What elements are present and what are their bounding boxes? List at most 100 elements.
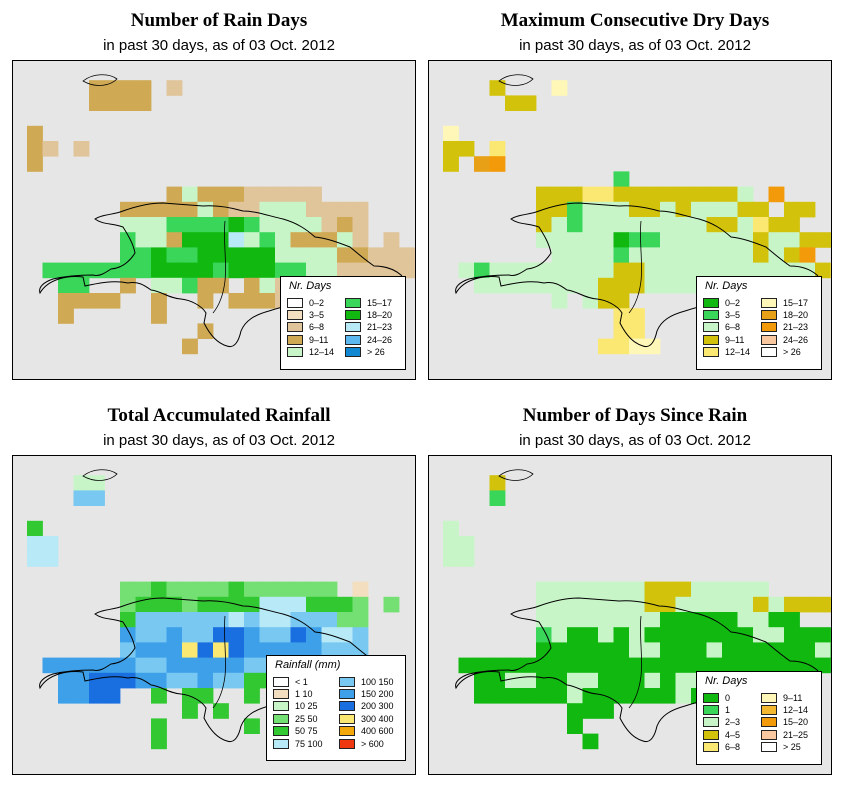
- grid-cell: [321, 247, 338, 263]
- grid-cell: [151, 596, 167, 613]
- grid-cell: [706, 657, 723, 674]
- grid-cell: [27, 536, 43, 552]
- panel-title: Maximum Consecutive Dry Days: [500, 10, 770, 31]
- legend-item: 24–26: [761, 334, 808, 345]
- grid-cell: [120, 642, 136, 658]
- grid-cell: [629, 247, 645, 263]
- grid-cell: [443, 156, 459, 172]
- grid-cell: [151, 232, 167, 248]
- grid-cell: [197, 277, 214, 294]
- legend-label: 10 25: [295, 701, 318, 712]
- grid-cell: [536, 612, 552, 628]
- grid-cell: [613, 186, 630, 203]
- grid-cell: [151, 293, 167, 309]
- grid-cell: [753, 642, 769, 658]
- grid-cell: [443, 551, 459, 567]
- grid-cell: [27, 156, 43, 172]
- grid-cell: [784, 201, 800, 218]
- grid-cell: [244, 262, 260, 279]
- grid-cell: [784, 247, 800, 263]
- grid-cell: [213, 627, 229, 643]
- grid-cell: [259, 186, 276, 203]
- grid-cell: [784, 642, 800, 658]
- grid-cell: [489, 277, 506, 294]
- border-line: [628, 615, 642, 709]
- legend-label: 75 100: [295, 738, 323, 749]
- grid-cell: [675, 612, 692, 628]
- legend-label: > 26: [783, 347, 801, 358]
- grid-cell: [337, 612, 353, 628]
- grid-cell: [135, 232, 152, 248]
- grid-cell: [722, 657, 738, 674]
- grid-cell: [352, 581, 369, 598]
- grid-cell: [675, 186, 692, 203]
- grid-cell: [228, 672, 245, 689]
- legend: Nr. Days 0 1 2–3 4–5 6–8 9–11 12–14 15–20 21–25 >…: [696, 671, 822, 765]
- legend-swatch: [273, 688, 289, 699]
- grid-cell: [58, 308, 74, 324]
- grid-cell: [675, 688, 692, 704]
- grid-cell: [259, 247, 276, 263]
- grid-cell: [213, 672, 229, 689]
- grid-cell: [228, 262, 245, 279]
- grid-cell: [275, 247, 291, 263]
- grid-cell: [120, 657, 136, 674]
- grid-cell: [768, 612, 785, 628]
- grid-cell: [104, 293, 121, 309]
- grid-cell: [598, 232, 614, 248]
- legend-label: 15–17: [367, 297, 393, 308]
- grid-cell: [151, 581, 167, 598]
- grid-cell: [582, 642, 599, 658]
- grid-cell: [58, 277, 74, 294]
- grid-cell: [505, 672, 521, 689]
- legend-swatch: [703, 347, 719, 358]
- legend-label: 1 10: [295, 688, 313, 699]
- grid-cell: [536, 277, 552, 294]
- grid-cell: [489, 490, 506, 506]
- grid-cell: [244, 627, 260, 643]
- grid-cell: [598, 247, 614, 263]
- legend-label: 150 200: [361, 688, 394, 699]
- legend-swatch: [761, 322, 777, 333]
- grid-cell: [42, 536, 59, 552]
- legend-item: 12–14: [703, 347, 750, 358]
- grid-cell: [830, 642, 831, 658]
- grid-cell: [259, 627, 276, 643]
- grid-cell: [73, 475, 90, 491]
- grid-cell: [399, 262, 415, 279]
- grid-cell: [644, 186, 661, 203]
- grid-cell: [598, 581, 614, 598]
- legend-label: 100 150: [361, 676, 394, 687]
- grid-cell: [551, 80, 568, 96]
- grid-cell: [768, 657, 785, 674]
- legend-item: 3–5: [287, 309, 324, 320]
- grid-cell: [166, 247, 183, 263]
- grid-cell: [213, 262, 229, 279]
- grid-cell: [27, 520, 43, 537]
- legend-item: 15–20: [761, 717, 808, 728]
- coastline: [39, 597, 404, 743]
- grid-cell: [598, 277, 614, 294]
- legend-item: 75 100: [273, 738, 323, 749]
- grid-cell: [784, 217, 800, 233]
- grid-cell: [567, 703, 583, 719]
- grid-cell: [244, 596, 260, 613]
- legend-label: 21–23: [783, 322, 809, 333]
- legend-item: 9–11: [287, 334, 328, 345]
- legend-swatch: [339, 676, 355, 687]
- island-outline: [82, 74, 118, 86]
- grid-cell: [306, 262, 322, 279]
- map-rain-days: [12, 60, 416, 380]
- grid-cell: [753, 596, 769, 613]
- grid-cell: [321, 642, 338, 658]
- grid-cell: [784, 596, 800, 613]
- grid-cell: [197, 581, 214, 598]
- grid-cell: [321, 581, 338, 598]
- grid-cell: [104, 95, 121, 111]
- legend-label: > 25: [783, 742, 801, 753]
- grid-cell: [120, 217, 136, 233]
- legend-swatch: [761, 692, 777, 703]
- legend-item: 200 300: [339, 701, 394, 712]
- grid-cell: [120, 80, 136, 96]
- grid-cell: [383, 232, 400, 248]
